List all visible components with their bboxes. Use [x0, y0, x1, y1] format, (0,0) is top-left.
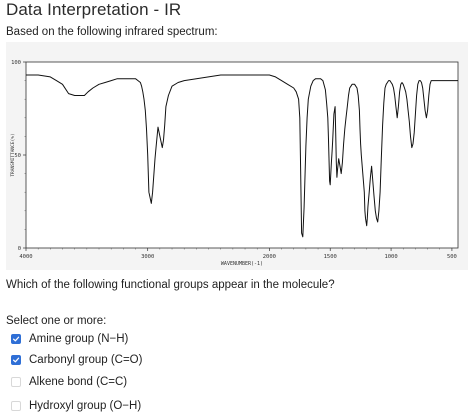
option-label-hydroxyl: Hydroxyl group (O−H): [29, 400, 142, 412]
option-label-carbonyl: Carbonyl group (C=O): [29, 354, 143, 366]
checkmark-icon: [12, 336, 20, 342]
option-hydroxyl[interactable]: Hydroxyl group (O−H): [11, 398, 141, 414]
select-instruction: Select one or more:: [6, 315, 107, 327]
ir-spectrum-svg: 4000 3000 2000 1500 1000 500 0 50 100 WAVENUMBER(…: [10, 60, 459, 267]
option-amine[interactable]: Amine group (N−H): [11, 331, 128, 347]
spectrum-line: [26, 74, 458, 238]
question-text: Which of the following functional groups…: [6, 279, 335, 291]
option-label-amine: Amine group (N−H): [29, 333, 129, 345]
checkbox-carbonyl[interactable]: [11, 355, 21, 365]
y-tick-label-50: 50: [14, 153, 21, 159]
y-tick-label-0: 0: [18, 246, 21, 252]
checkbox-alkene[interactable]: [11, 377, 21, 387]
x-tick-label-1000: 1000: [384, 254, 397, 260]
checkbox-amine[interactable]: [11, 334, 21, 344]
ir-spectrum-chart: 4000 3000 2000 1500 1000 500 0 50 100 WAVENUMBER(…: [6, 42, 468, 270]
x-tick-label-1500: 1500: [324, 254, 337, 260]
option-label-alkene: Alkene bond (C=C): [29, 376, 128, 388]
option-carbonyl[interactable]: Carbonyl group (C=O): [11, 352, 142, 368]
x-axis-label: WAVENUMBER(-1): [221, 261, 263, 267]
page-title: Data Interpretation - IR: [6, 0, 182, 19]
option-alkene[interactable]: Alkene bond (C=C): [11, 374, 127, 390]
x-tick-label-3000: 3000: [141, 254, 154, 260]
x-tick-label-2000: 2000: [263, 254, 276, 260]
y-tick-label-100: 100: [11, 60, 21, 66]
checkmark-icon: [12, 357, 20, 363]
question-prompt: Based on the following infrared spectrum…: [6, 26, 218, 38]
x-tick-label-4000: 4000: [19, 254, 32, 260]
checkbox-hydroxyl[interactable]: [11, 401, 21, 411]
plot-frame: [25, 61, 459, 249]
y-axis-label: TRANSMITTANCE(%): [10, 133, 16, 176]
x-tick-label-500: 500: [447, 254, 457, 260]
